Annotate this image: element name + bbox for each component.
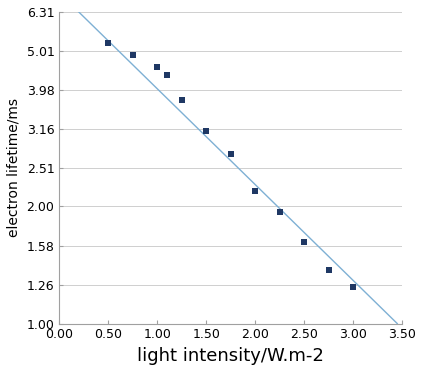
Point: [179, 97, 185, 103]
Point: [227, 151, 234, 157]
Point: [350, 284, 357, 290]
Point: [301, 239, 308, 245]
Point: [129, 52, 136, 58]
Point: [203, 128, 209, 134]
Point: [252, 188, 258, 194]
Point: [164, 72, 170, 78]
Y-axis label: electron lifetime/ms: electron lifetime/ms: [7, 98, 21, 237]
Point: [154, 64, 161, 70]
Point: [276, 209, 283, 215]
Point: [105, 40, 112, 46]
X-axis label: light intensity/W.m-2: light intensity/W.m-2: [137, 347, 324, 365]
Point: [325, 267, 332, 273]
